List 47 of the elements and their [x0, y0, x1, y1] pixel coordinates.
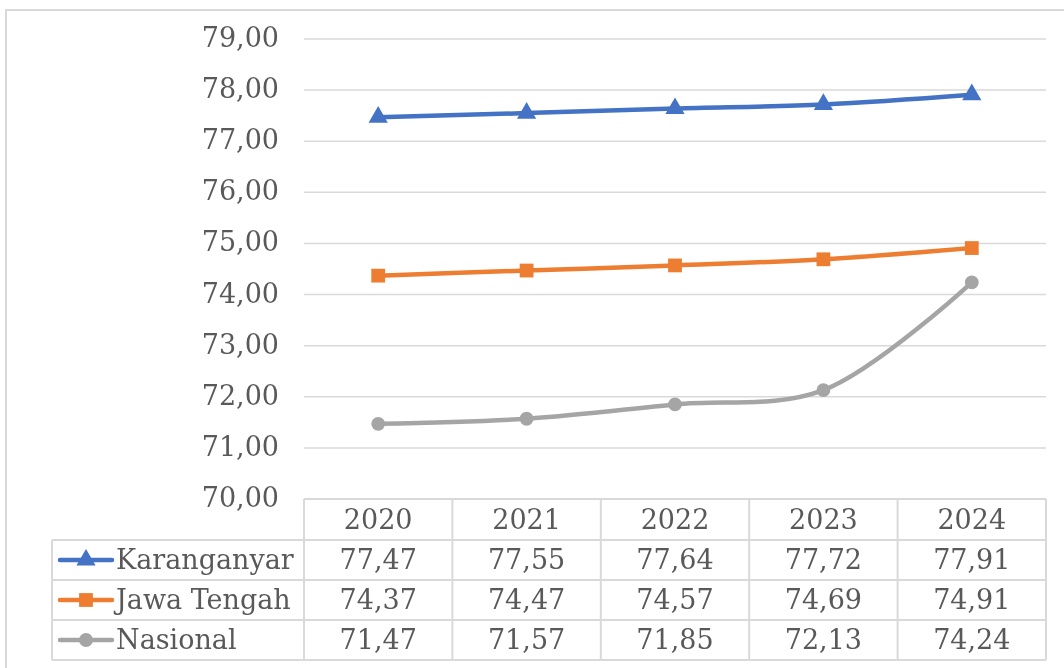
data-label: 77,64	[636, 543, 714, 575]
legend-label: Karanganyar	[116, 543, 294, 575]
point	[668, 397, 682, 412]
legend-label: Nasional	[116, 623, 237, 655]
y-tick-label: 77,00	[201, 123, 279, 155]
data-label: 77,47	[339, 543, 417, 575]
point	[519, 411, 534, 426]
point	[371, 268, 386, 283]
point	[964, 241, 979, 255]
point	[665, 97, 685, 115]
y-tick-label: 72,00	[201, 379, 279, 411]
y-tick-label: 79,00	[201, 21, 279, 53]
y-tick-label: 75,00	[201, 225, 279, 257]
legend-label: Jawa Tengah	[113, 583, 291, 615]
data-label: 77,55	[487, 543, 566, 575]
data-label: 77,91	[933, 543, 1011, 575]
x-tick-label: 2024	[937, 503, 1007, 534]
point	[813, 93, 834, 110]
data-label: 74,24	[933, 623, 1011, 655]
data-label: 74,37	[339, 583, 417, 615]
x-tick-label: 2021	[492, 503, 561, 534]
y-tick-label: 76,00	[201, 174, 279, 206]
point	[816, 383, 831, 398]
data-label: 74,91	[933, 583, 1011, 615]
y-tick-label: 70,00	[201, 481, 279, 513]
point	[668, 258, 682, 273]
data-label: 77,72	[784, 543, 863, 575]
y-tick-label: 78,00	[201, 72, 279, 104]
x-tick-label: 2022	[640, 503, 710, 534]
point	[816, 252, 831, 267]
x-tick-label: 2020	[343, 503, 413, 534]
point	[516, 102, 537, 119]
data-label: 74,69	[784, 583, 863, 615]
y-tick-label: 74,00	[201, 277, 279, 309]
point	[368, 106, 388, 123]
data-label: 71,47	[339, 623, 417, 655]
data-label: 71,85	[636, 623, 714, 655]
y-tick-label: 73,00	[201, 328, 279, 360]
x-tick-label: 2023	[789, 503, 858, 534]
data-label: 74,57	[636, 583, 714, 615]
data-label: 71,57	[487, 623, 566, 655]
point	[371, 416, 386, 431]
data-label: 74,47	[487, 583, 566, 615]
point	[962, 83, 982, 101]
y-tick-label: 71,00	[201, 430, 279, 462]
data-label: 72,13	[784, 623, 863, 655]
point	[964, 275, 979, 290]
